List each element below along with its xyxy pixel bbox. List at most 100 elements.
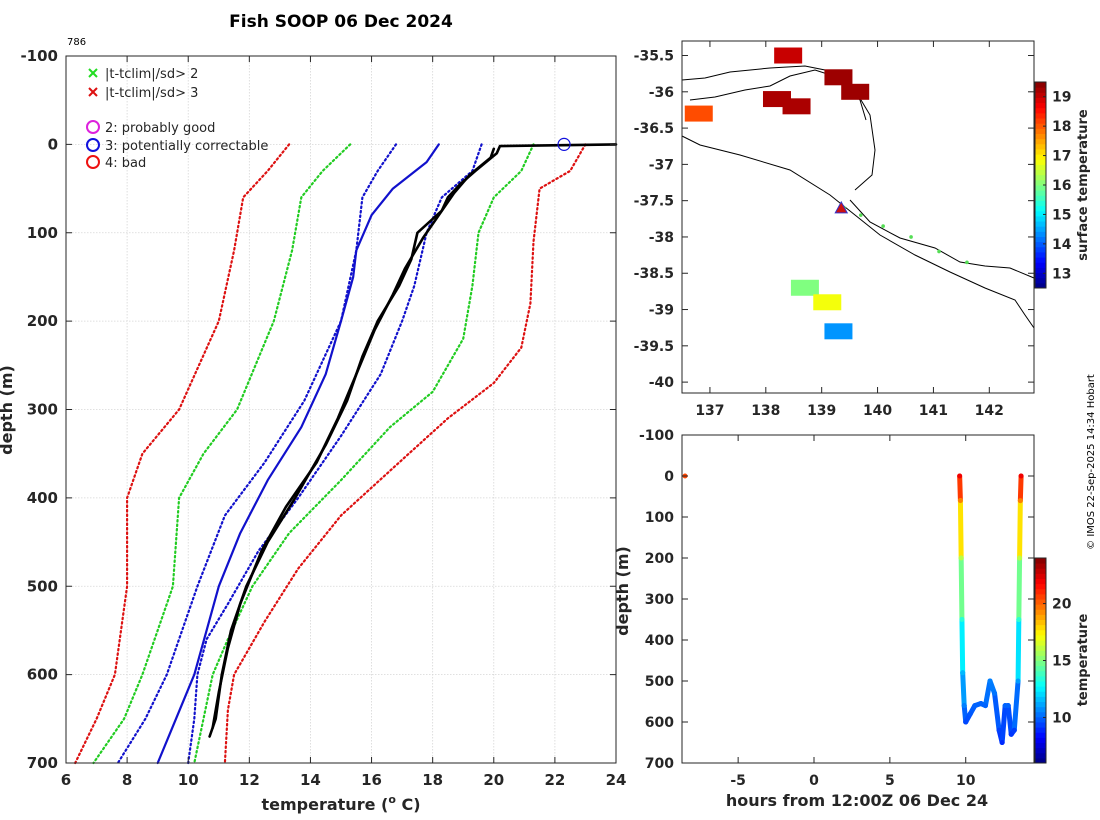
x-tick-label: 140 xyxy=(863,403,892,419)
plot-area xyxy=(682,435,1034,763)
data-point xyxy=(1017,498,1023,504)
series-line-clim-3sd xyxy=(74,143,291,765)
data-point xyxy=(996,727,1002,733)
colorbar-segment xyxy=(1035,645,1046,651)
colorbar-segment xyxy=(1035,747,1046,754)
colorbar-tick-label: 18 xyxy=(1052,119,1071,135)
data-point xyxy=(961,703,967,709)
colorbar-segment xyxy=(1035,190,1046,196)
colorbar-segment xyxy=(1035,686,1046,692)
y-tick-label: 500 xyxy=(27,577,58,595)
colorbar-segment xyxy=(1035,87,1046,93)
xlabel-degree: o xyxy=(388,793,396,806)
colorbar-segment xyxy=(1035,752,1046,759)
legend-label: 4: bad xyxy=(105,156,146,171)
colorbar-segment xyxy=(1035,246,1046,253)
colorbar-segment xyxy=(1035,696,1046,702)
legend-label: |t-tclim|/sd> 3 xyxy=(105,86,198,101)
colorbar-segment xyxy=(1035,92,1046,98)
colorbar-segment xyxy=(1035,675,1046,682)
y-tick-label: -100 xyxy=(639,428,674,444)
series-line-observed-repeat xyxy=(211,147,496,729)
data-point xyxy=(1005,703,1011,709)
colorbar-segment xyxy=(1035,588,1046,595)
y-tick-label: -40 xyxy=(649,375,675,391)
colorbar-segment xyxy=(1035,619,1046,626)
track-point xyxy=(909,235,913,239)
colorbar-segment xyxy=(1035,231,1046,237)
colorbar-tick-label: 19 xyxy=(1052,90,1071,106)
colorbar-segment xyxy=(1035,236,1046,243)
data-point xyxy=(963,719,969,725)
x-tick-label: -5 xyxy=(730,773,746,789)
colorbar-segment xyxy=(1035,123,1046,129)
y-tick-label: 300 xyxy=(645,592,674,608)
colorbar-segment xyxy=(1035,691,1046,697)
track-point xyxy=(937,249,941,254)
series-line-clim-2sd xyxy=(92,143,352,765)
colorbar-tick-label: 14 xyxy=(1052,237,1072,253)
x-tick-label: 138 xyxy=(751,403,780,419)
colorbar-segment xyxy=(1035,681,1046,687)
profile-xlabel: temperature (o C) xyxy=(261,793,420,814)
cast-segment xyxy=(957,473,963,504)
colorbar-segment xyxy=(1035,604,1046,610)
sst-pixel-cluster xyxy=(774,47,803,64)
x-tick-label: 24 xyxy=(606,771,627,789)
colorbar-segment xyxy=(1035,568,1046,574)
colorbar-segment xyxy=(1035,655,1046,661)
colorbar-segment xyxy=(1035,205,1046,212)
y-tick-label: 0 xyxy=(664,469,674,485)
series-line-climatology xyxy=(156,143,440,765)
x-tick-label: 20 xyxy=(483,771,504,789)
colorbar-segment xyxy=(1035,737,1046,743)
colorbar-segment xyxy=(1035,195,1046,201)
colorbar-tick-label: 20 xyxy=(1052,597,1072,613)
time-colorbar-label: temperature xyxy=(1076,614,1091,707)
legend-circle-marker xyxy=(86,155,100,169)
legend: |t-tclim|/sd> 2 |t-tclim|/sd> 3 2: probabl… xyxy=(86,67,268,171)
axes-frame xyxy=(681,40,1035,394)
x-tick-label: 142 xyxy=(975,403,1004,419)
y-tick-label: 300 xyxy=(27,401,58,419)
x-tick-label: 0 xyxy=(809,773,819,789)
cast-segment xyxy=(959,617,966,676)
y-tick-label: 0 xyxy=(48,135,58,153)
y-tick-label: -38 xyxy=(649,230,674,246)
colorbar-segment xyxy=(1035,282,1046,289)
y-tick-label: -36.5 xyxy=(634,121,674,137)
colorbar-segment xyxy=(1035,578,1046,585)
colorbar-segment xyxy=(1035,640,1046,646)
x-tick-label: 139 xyxy=(807,403,836,419)
colorbar-segment xyxy=(1035,97,1046,104)
data-point xyxy=(992,690,998,696)
time-depth-panel: -5 0 5 10 -100 0 100 200 300 400 500 600 700 10 15 20 xyxy=(639,428,1072,789)
colorbar-segment xyxy=(1035,629,1046,636)
data-point xyxy=(987,678,993,684)
colorbar-segment xyxy=(1035,711,1046,718)
series-line-clim-1sd xyxy=(187,143,483,765)
time-xlabel: hours from 12:00Z 06 Dec 24 xyxy=(726,791,988,810)
y-tick-label: -39.5 xyxy=(634,339,674,355)
cast-segment xyxy=(960,670,967,709)
colorbar-segment xyxy=(1035,169,1046,176)
track-point xyxy=(881,224,885,228)
colorbar-segment xyxy=(1035,722,1046,728)
sst-pixel-cluster xyxy=(824,69,853,86)
x-tick-label: 8 xyxy=(122,771,132,789)
coastline xyxy=(849,199,1035,279)
series-line-clim-2sd xyxy=(193,143,535,765)
colorbar-segment xyxy=(1035,563,1046,569)
cast-segment xyxy=(958,555,965,622)
profile-panel: 6 8 10 12 14 16 18 20 22 24 -100 0 100 200 300 400 500 60… xyxy=(20,47,626,789)
profile-ylabel: depth (m) xyxy=(0,365,16,455)
cast-segment xyxy=(992,690,1002,733)
colorbar-segment xyxy=(1035,174,1046,181)
colorbar-segment xyxy=(1035,210,1046,217)
xlabel-unit: C) xyxy=(396,795,421,814)
colorbar-segment xyxy=(1035,159,1046,165)
colorbar-segment xyxy=(1035,732,1046,738)
map-colorbar-label: surface temperature xyxy=(1076,109,1091,261)
sst-pixel-cluster xyxy=(684,105,713,122)
